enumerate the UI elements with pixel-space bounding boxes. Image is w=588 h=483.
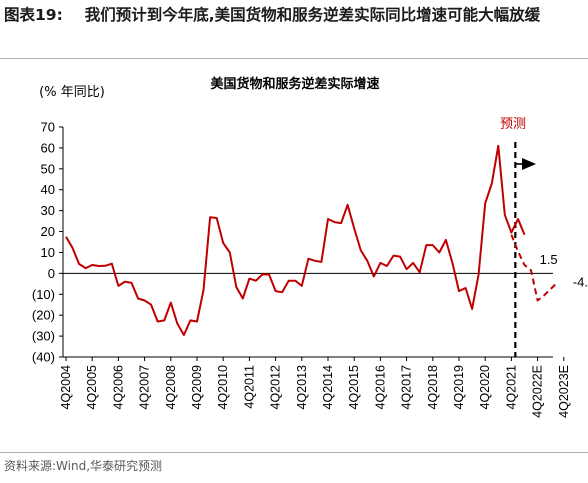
forecast-arrow-head — [522, 158, 536, 170]
figure-number: 图表19: — [4, 6, 63, 24]
y-tick-label: 40 — [41, 182, 55, 197]
y-tick-label: 10 — [41, 245, 55, 260]
bottom-divider — [0, 452, 588, 453]
x-tick-label: 4Q2005 — [85, 365, 99, 410]
x-tick-label: 4Q2019 — [452, 365, 466, 410]
x-tick-label: 4Q2010 — [216, 365, 230, 410]
forecast-label: 预测 — [500, 117, 526, 132]
x-tick-label: 4Q2021 — [504, 365, 518, 410]
y-axis: 70 60 50 40 30 20 10 0 (10) (20) (30) (40) — [32, 120, 64, 365]
y-tick-label: 0 — [48, 266, 55, 281]
x-tick-label: 4Q2020 — [478, 365, 492, 410]
y-tick-label: (10) — [32, 287, 55, 302]
x-tick-label: 4Q2014 — [321, 365, 335, 410]
x-tick-label: 4Q2009 — [190, 365, 204, 410]
x-tick-label: 4Q2022E — [531, 365, 545, 418]
x-tick-label: 4Q2016 — [373, 365, 387, 410]
y-tick-label: (20) — [32, 308, 55, 323]
plot-area: 1.5 -4.3 — [65, 142, 588, 357]
data-label: -4.3 — [573, 274, 588, 289]
x-tick-label: 4Q2011 — [242, 365, 256, 409]
x-tick-label: 4Q2023E — [557, 365, 571, 418]
x-tick-label: 4Q2018 — [426, 365, 440, 410]
y-tick-label: 50 — [41, 161, 55, 176]
y-tick-label: 60 — [41, 140, 55, 155]
x-axis: 4Q2004 4Q2005 4Q2006 4Q2007 4Q2008 4Q2009 4Q20… — [59, 272, 571, 418]
y-tick-label: 30 — [41, 203, 55, 218]
y-tick-label: 20 — [41, 224, 55, 239]
actual-series-line — [65, 144, 526, 336]
source-note: 资料来源:Wind,华泰研究预测 — [4, 459, 163, 473]
x-tick-label: 4Q2008 — [164, 365, 178, 410]
x-tick-label: 4Q2015 — [347, 365, 361, 410]
y-tick-label: 70 — [41, 120, 55, 135]
figure-caption: 我们预计到今年底,美国货物和服务逆差实际同比增速可能大幅放缓 — [84, 6, 541, 24]
y-tick-label: (40) — [32, 350, 55, 365]
x-tick-label: 4Q2012 — [269, 365, 283, 410]
y-axis-label: (% 年同比) — [39, 85, 105, 100]
x-tick-label: 4Q2007 — [138, 365, 152, 410]
figure-title: 图表19: 我们预计到今年底,美国货物和服务逆差实际同比增速可能大幅放缓 — [4, 2, 584, 29]
forecast-series-line — [510, 234, 559, 302]
x-tick-label: 4Q2013 — [295, 365, 309, 410]
top-divider — [0, 58, 588, 59]
data-label: 1.5 — [540, 252, 558, 267]
x-tick-label: 4Q2017 — [400, 365, 414, 410]
chart-title: 美国货物和服务逆差实际增速 — [210, 76, 379, 92]
y-tick-label: (30) — [32, 329, 55, 344]
x-tick-label: 4Q2006 — [111, 365, 125, 410]
x-tick-label: 4Q2004 — [59, 365, 73, 410]
